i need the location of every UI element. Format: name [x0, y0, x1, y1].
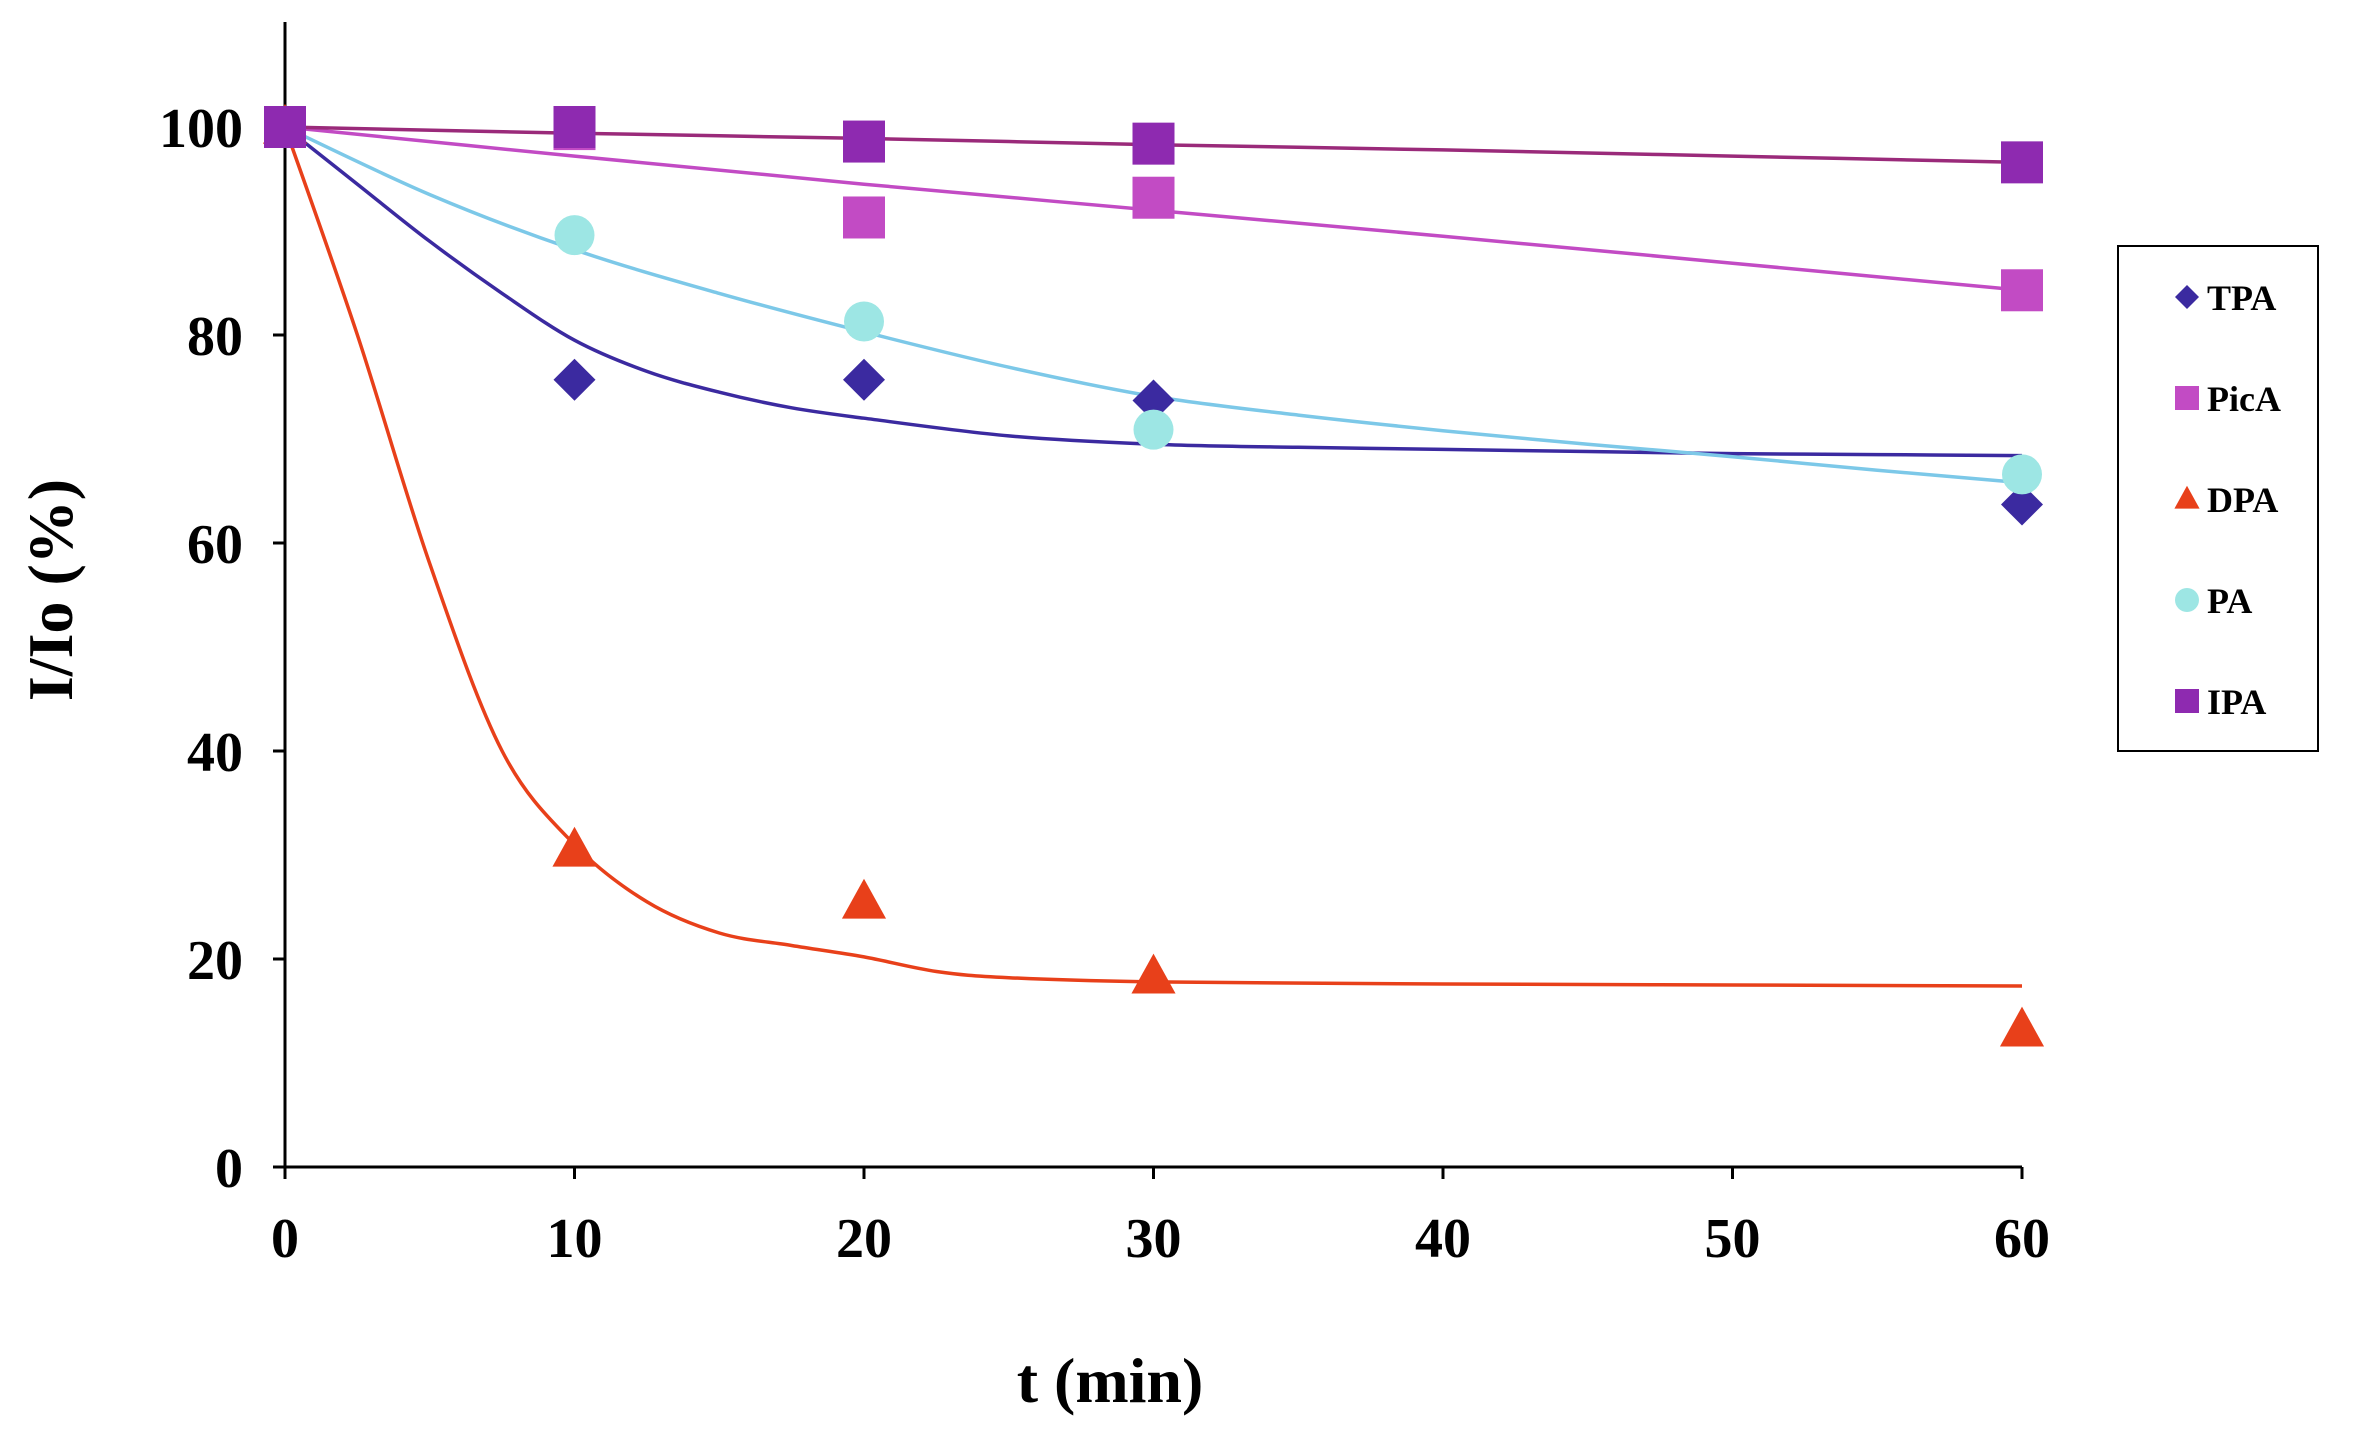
y-tick-label: 0 — [215, 1138, 243, 1200]
legend-label-pica: PicA — [2207, 379, 2281, 419]
legend: TPA PicA DPA PA IPA — [2117, 245, 2319, 752]
x-tick-label: 60 — [1994, 1208, 2050, 1270]
x-tick-label: 30 — [1126, 1208, 1182, 1270]
y-tick-label: 80 — [187, 306, 243, 368]
x-tick-label: 10 — [547, 1208, 603, 1270]
x-tick-label: 0 — [271, 1208, 299, 1270]
legend-label-tpa: TPA — [2207, 278, 2276, 318]
legend-marker-ipa — [2175, 689, 2199, 713]
y-tick-label: 100 — [159, 98, 243, 160]
point-dpa — [1999, 1006, 2045, 1047]
legend-box — [2117, 245, 2319, 752]
point-tpa — [1132, 379, 1175, 422]
point-tpa — [553, 358, 596, 401]
legend-label-ipa: IPA — [2207, 682, 2266, 722]
y-tick-label: 20 — [187, 930, 243, 992]
legend-marker-dpa — [2174, 485, 2200, 509]
fit-lines — [283, 125, 2023, 988]
x-tick-label: 40 — [1415, 1208, 1471, 1270]
point-tpa — [2001, 483, 2043, 526]
axes — [273, 22, 2024, 1179]
fit-line-dpa — [283, 126, 2023, 988]
point-pica — [843, 196, 885, 239]
x-tick-label: 20 — [836, 1208, 892, 1270]
point-pica — [2001, 269, 2043, 312]
point-ipa — [1132, 122, 1175, 165]
y-axis-title: I/Io (%) — [15, 479, 86, 701]
x-axis-title: t (min) — [1017, 1345, 1204, 1416]
point-dpa — [1131, 953, 1176, 994]
legend-label-pa: PA — [2207, 581, 2252, 621]
data-points — [262, 103, 2045, 1047]
point-pa — [844, 301, 884, 342]
point-dpa — [841, 878, 887, 919]
point-pa — [2002, 454, 2042, 495]
x-tick-label: 50 — [1705, 1208, 1761, 1270]
point-dpa — [552, 826, 597, 867]
y-tick-label: 40 — [187, 722, 243, 784]
legend-label-dpa: DPA — [2207, 480, 2278, 520]
point-ipa — [843, 120, 885, 163]
point-pa — [1133, 409, 1174, 450]
point-ipa — [553, 106, 596, 148]
legend-marker-pica — [2175, 386, 2199, 410]
tick-labels: 0 20 40 60 80 100 0 10 20 30 40 50 60 — [159, 98, 2050, 1270]
point-ipa — [2001, 141, 2043, 184]
legend-marker-tpa — [2175, 285, 2199, 309]
point-pa — [554, 215, 595, 256]
legend-marker-pa — [2175, 588, 2199, 612]
point-tpa — [843, 358, 885, 401]
point-pica — [1132, 176, 1175, 219]
point-ipa — [264, 106, 306, 148]
y-tick-label: 60 — [187, 514, 243, 576]
